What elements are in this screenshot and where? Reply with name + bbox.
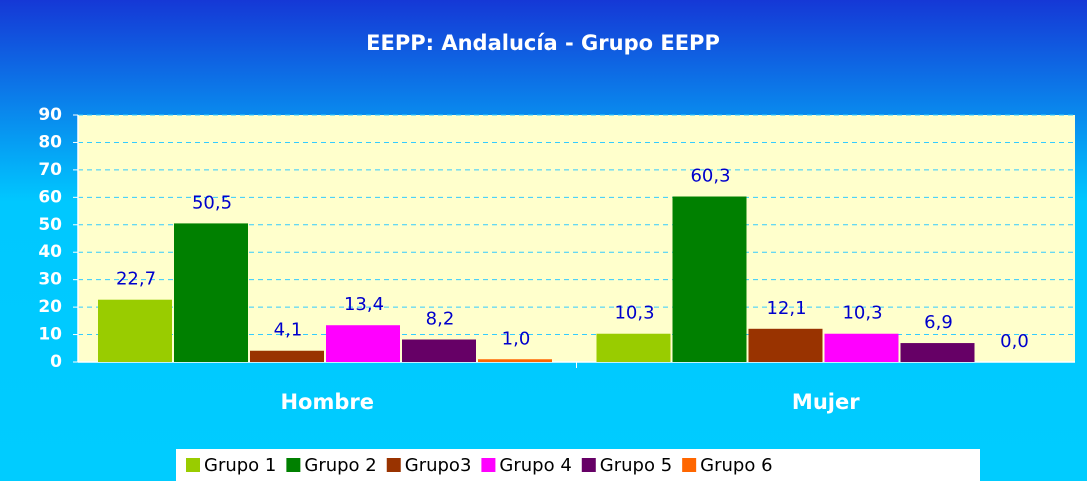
legend-box	[176, 449, 980, 481]
bar	[98, 299, 172, 362]
bar	[672, 196, 747, 362]
data-label: 4,1	[274, 320, 303, 341]
y-tick-label: 30	[38, 270, 62, 290]
y-tick-label: 50	[38, 215, 62, 235]
data-label: 60,3	[690, 166, 730, 187]
data-label: 22,7	[116, 269, 156, 290]
bar	[900, 343, 975, 362]
chart-title: EEPP: Andalucía - Grupo EEPP	[366, 31, 720, 55]
data-label: 50,5	[192, 192, 232, 213]
bar	[174, 223, 248, 362]
bar	[250, 350, 324, 362]
legend-label: Grupo 5	[600, 455, 672, 476]
bar	[402, 339, 476, 362]
legend-swatch	[386, 458, 401, 472]
legend-label: Grupo 4	[499, 455, 571, 476]
legend-swatch	[286, 458, 301, 472]
data-label: 13,4	[344, 294, 384, 315]
legend-label: Grupo 2	[304, 455, 376, 476]
y-tick-label: 80	[38, 132, 62, 152]
data-label: 6,9	[924, 312, 953, 333]
bar	[824, 333, 899, 362]
y-tick-label: 20	[38, 297, 62, 317]
legend-swatch	[682, 458, 697, 472]
bar	[478, 359, 552, 362]
bar	[748, 328, 823, 362]
legend-swatch	[581, 458, 596, 472]
legend-label: Grupo 6	[700, 455, 772, 476]
bar	[326, 325, 400, 362]
legend-label: Grupo3	[405, 455, 472, 476]
legend-swatch	[186, 458, 200, 472]
y-tick-label: 60	[38, 187, 62, 207]
y-tick-label: 90	[38, 105, 62, 125]
data-label: 8,2	[426, 308, 455, 329]
data-label: 10,3	[614, 303, 654, 324]
y-tick-label: 10	[38, 325, 62, 345]
y-tick-label: 70	[38, 160, 62, 180]
legend-label: Grupo 1	[204, 455, 276, 476]
bar	[596, 333, 671, 362]
y-tick-label: 0	[50, 352, 62, 372]
data-label: 0,0	[1000, 331, 1029, 352]
legend-swatch	[481, 458, 496, 472]
data-label: 1,0	[502, 328, 531, 349]
x-tick-label: Mujer	[792, 390, 860, 414]
y-tick-label: 40	[38, 242, 62, 262]
data-label: 10,3	[842, 303, 882, 324]
data-label: 12,1	[766, 298, 806, 319]
x-tick-label: Hombre	[280, 390, 374, 414]
